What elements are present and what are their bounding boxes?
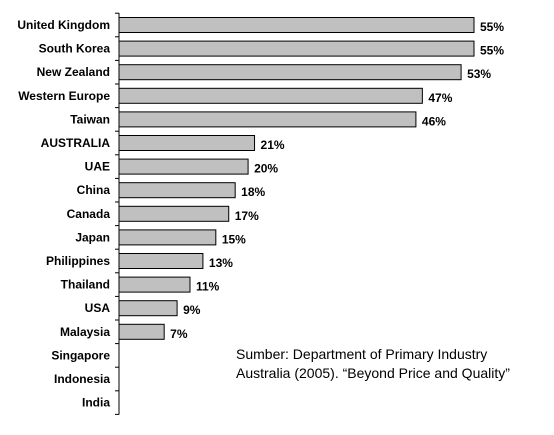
- bar-philippines: [118, 253, 204, 269]
- category-label-new-zealand: New Zealand: [37, 65, 110, 79]
- category-label-australia: AUSTRALIA: [41, 136, 111, 150]
- bar-china: [118, 182, 236, 199]
- category-label-united-kingdom: United Kingdom: [17, 18, 110, 32]
- bar-thailand: [118, 276, 191, 293]
- bar-canada: [118, 205, 230, 222]
- bar-uae: [118, 158, 249, 175]
- bar-taiwan: [118, 111, 417, 128]
- value-label-philippines: 13%: [209, 256, 233, 270]
- value-label-china: 18%: [241, 185, 265, 199]
- value-label-south-korea: 55%: [480, 44, 504, 58]
- source-note-line-2: Australia (2005). “Beyond Price and Qual…: [236, 365, 510, 381]
- category-label-indonesia: Indonesia: [54, 372, 110, 386]
- bar-western-europe: [118, 87, 423, 104]
- category-label-usa: USA: [85, 301, 111, 315]
- category-label-uae: UAE: [85, 160, 110, 174]
- value-label-usa: 9%: [183, 303, 201, 317]
- category-label-south-korea: South Korea: [39, 42, 111, 56]
- value-label-japan: 15%: [222, 232, 246, 246]
- value-label-western-europe: 47%: [428, 91, 452, 105]
- category-label-taiwan: Taiwan: [70, 112, 110, 126]
- value-label-australia: 21%: [261, 138, 285, 152]
- value-label-malaysia: 7%: [170, 327, 188, 341]
- bar-australia: [118, 135, 256, 151]
- category-label-japan: Japan: [75, 230, 110, 244]
- category-label-malaysia: Malaysia: [60, 325, 110, 339]
- source-note-line-1: Sumber: Department of Primary Industry: [236, 346, 488, 362]
- value-label-thailand: 11%: [196, 280, 220, 294]
- category-label-canada: Canada: [67, 207, 111, 221]
- value-label-canada: 17%: [235, 209, 259, 223]
- category-label-china: China: [77, 183, 111, 197]
- value-label-united-kingdom: 55%: [480, 20, 504, 34]
- category-label-philippines: Philippines: [46, 254, 110, 268]
- bar-malaysia: [118, 323, 165, 340]
- bar-united-kingdom: [118, 17, 475, 33]
- category-label-western-europe: Western Europe: [18, 89, 110, 103]
- bar-japan: [118, 229, 217, 246]
- value-label-taiwan: 46%: [422, 114, 446, 128]
- source-note: Sumber: Department of Primary Industry A…: [236, 345, 548, 383]
- value-label-uae: 20%: [254, 162, 278, 176]
- category-label-singapore: Singapore: [51, 348, 110, 362]
- bar-south-korea: [118, 40, 475, 57]
- category-label-india: India: [82, 396, 110, 410]
- category-label-thailand: Thailand: [61, 278, 110, 292]
- value-label-new-zealand: 53%: [467, 67, 491, 81]
- bar-usa: [118, 300, 178, 317]
- bar-new-zealand: [118, 64, 462, 81]
